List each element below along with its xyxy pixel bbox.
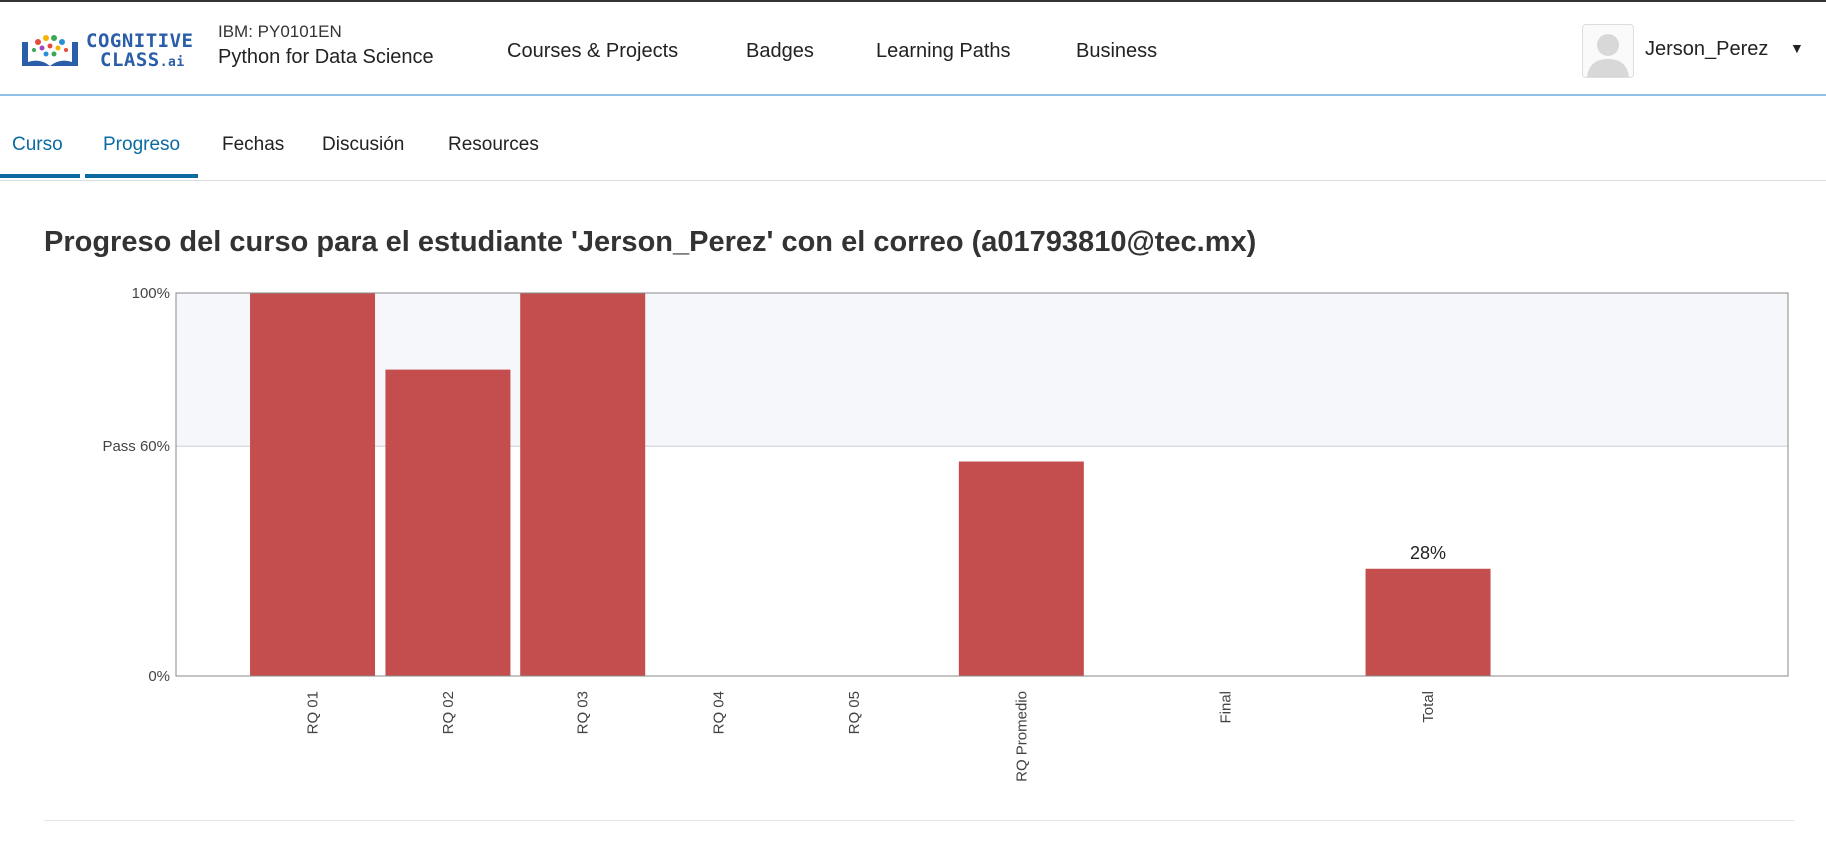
tab-curso[interactable]: Curso [12, 134, 63, 155]
plot-frame [175, 292, 1789, 677]
avatar[interactable] [1582, 24, 1634, 78]
page-title: Progreso del curso para el estudiante 'J… [44, 226, 1257, 258]
nav-badges[interactable]: Badges [746, 40, 814, 62]
x-tick-label: RQ 01 [305, 691, 322, 734]
chevron-down-icon[interactable]: ▼ [1790, 40, 1804, 56]
site-header: COGNITIVE CLASS.ai IBM: PY0101EN Python … [0, 2, 1826, 96]
nav-learning-paths[interactable]: Learning Paths [876, 40, 1011, 62]
x-tick-label: RQ 05 [846, 691, 863, 734]
top-border [0, 0, 1826, 2]
bar-rq-promedio [958, 461, 1084, 676]
bar-rq-03 [520, 293, 646, 676]
tab-resources[interactable]: Resources [448, 134, 539, 155]
course-code: IBM: PY0101EN [218, 22, 342, 41]
logo-wordmark: COGNITIVE CLASS.ai [86, 32, 193, 72]
tab-fechas[interactable]: Fechas [222, 134, 285, 155]
tab-discusion[interactable]: Discusión [322, 134, 405, 155]
bar-rq-01 [250, 293, 376, 676]
nav-business[interactable]: Business [1076, 40, 1158, 62]
tab-curso-underline [0, 174, 80, 178]
x-tick-label: RQ 04 [710, 691, 727, 734]
y-tick-label: 0% [148, 668, 170, 685]
cognitive-class-logo[interactable]: COGNITIVE CLASS.ai [20, 30, 200, 72]
x-tick-label: Final [1217, 691, 1234, 724]
x-tick-label: RQ Promedio [1013, 691, 1030, 782]
x-tick-label: Total [1420, 691, 1437, 723]
logo-icon [22, 35, 78, 66]
data-label-total: 28% [1410, 543, 1446, 563]
y-tick-label: Pass 60% [102, 438, 170, 455]
logo-line1: COGNITIVE [86, 30, 194, 52]
tab-progreso-underline [85, 174, 198, 178]
section-divider [44, 820, 1794, 821]
course-name[interactable]: Python for Data Science [218, 46, 434, 68]
x-tick-label: RQ 03 [575, 691, 592, 734]
y-tick-label: 100% [132, 285, 170, 302]
bar-rq-02 [385, 369, 511, 676]
tab-progreso[interactable]: Progreso [103, 134, 181, 155]
logo-line2: CLASS [100, 49, 160, 71]
user-avatar-icon [1587, 34, 1629, 77]
bar-total [1365, 568, 1491, 676]
logo-suffix: .ai [159, 55, 185, 70]
grade-chart: RQ 01 RQ 02 RQ 03 RQ 04 RQ 05 RQ Promedio Fina… [102, 285, 1789, 782]
course-tabs: Curso Progreso Fechas Discusión Resource… [0, 96, 1826, 181]
x-tick-label: RQ 02 [440, 691, 457, 734]
nav-courses-projects[interactable]: Courses & Projects [507, 40, 679, 62]
user-name[interactable]: Jerson_Perez [1645, 38, 1769, 60]
